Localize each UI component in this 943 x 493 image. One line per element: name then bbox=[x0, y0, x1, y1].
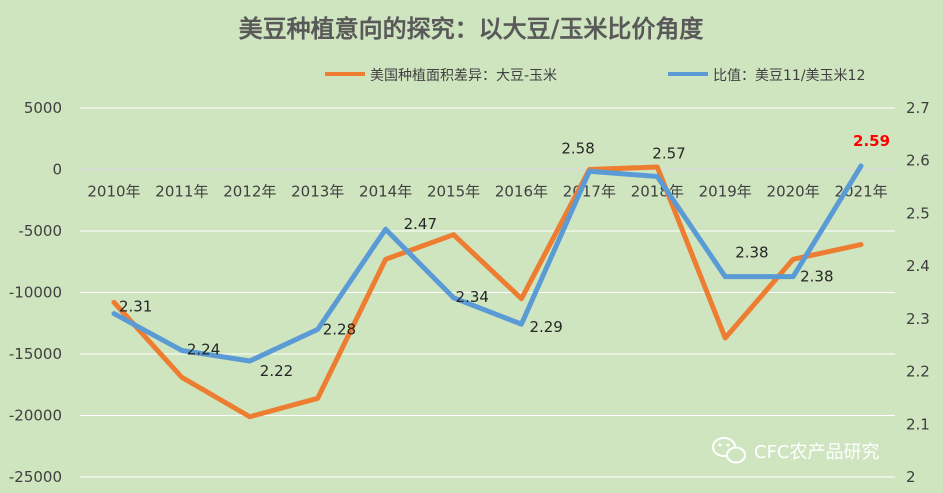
x-tick-label: 2019年 bbox=[699, 183, 752, 201]
x-tick-label: 2011年 bbox=[155, 183, 208, 201]
data-label: 2.38 bbox=[735, 244, 768, 262]
watermark: CFC农产品研究 bbox=[712, 437, 880, 464]
x-tick-label: 2015年 bbox=[427, 183, 480, 201]
y-left-tick-label: 5000 bbox=[24, 99, 62, 117]
y-right-tick-label: 2.4 bbox=[906, 257, 930, 275]
series-lines bbox=[111, 163, 864, 420]
y-right-tick-label: 2.2 bbox=[906, 363, 930, 381]
watermark-text: CFC农产品研究 bbox=[754, 442, 880, 463]
legend: 美国种植面积差异：大豆-玉米 比值：美豆11/美玉米12 bbox=[325, 68, 865, 84]
data-label: 2.28 bbox=[323, 320, 356, 338]
series-line-area-diff bbox=[111, 164, 864, 420]
data-labels: 2.31 2.24 2.22 2.28 2.47 2.34 2.29 2.58 2.57 2.38… bbox=[119, 132, 890, 380]
series-line-price-ratio bbox=[111, 163, 864, 364]
y-right-tick-label: 2.6 bbox=[906, 152, 930, 170]
y-right-tick-label: 2 bbox=[906, 468, 916, 486]
data-label: 2.47 bbox=[404, 215, 437, 233]
y-right-tick-label: 2.5 bbox=[906, 204, 930, 222]
x-tick-label: 2020年 bbox=[767, 183, 820, 201]
y-right-tick-label: 2.1 bbox=[906, 415, 930, 433]
data-label: 2.38 bbox=[800, 268, 833, 286]
data-label: 2.24 bbox=[187, 340, 220, 358]
data-label: 2.57 bbox=[652, 145, 685, 163]
data-label: 2.34 bbox=[456, 288, 489, 306]
y-right-tick-label: 2.3 bbox=[906, 310, 930, 328]
y-left-tick-label: -25000 bbox=[9, 468, 62, 486]
x-tick-label: 2012年 bbox=[223, 183, 276, 201]
legend-label-area-diff: 美国种植面积差异：大豆-玉米 bbox=[370, 68, 557, 84]
y-left-tick-label: -20000 bbox=[9, 407, 62, 425]
y-axis-left: 5000 0 -5000 -10000 -15000 -20000 -25000 bbox=[9, 99, 62, 486]
y-left-tick-label: -5000 bbox=[18, 222, 62, 240]
wechat-icon bbox=[712, 437, 746, 464]
data-label: 2.22 bbox=[260, 362, 293, 380]
data-label: 2.58 bbox=[561, 139, 594, 157]
chart-title: 美豆种植意向的探究：以大豆/玉米比价角度 bbox=[239, 15, 705, 43]
y-left-tick-label: 0 bbox=[52, 161, 62, 179]
x-tick-label: 2013年 bbox=[291, 183, 344, 201]
x-axis-categories: 2010年 2011年 2012年 2013年 2014年 2015年 2016年 2017年… bbox=[87, 183, 887, 201]
x-tick-label: 2014年 bbox=[359, 183, 412, 201]
y-left-tick-label: -10000 bbox=[9, 284, 62, 302]
data-label: 2.59 bbox=[853, 132, 890, 150]
y-axis-right: 2.7 2.6 2.5 2.4 2.3 2.2 2.1 2 bbox=[906, 99, 930, 486]
x-tick-label: 2010年 bbox=[87, 183, 140, 201]
data-label: 2.29 bbox=[529, 318, 562, 336]
legend-label-price-ratio: 比值：美豆11/美玉米12 bbox=[713, 68, 865, 84]
data-label: 2.31 bbox=[119, 298, 152, 316]
x-tick-label: 2016年 bbox=[495, 183, 548, 201]
x-tick-label: 2018年 bbox=[631, 183, 684, 201]
y-left-tick-label: -15000 bbox=[9, 345, 62, 363]
x-tick-label: 2017年 bbox=[563, 183, 616, 201]
y-right-tick-label: 2.7 bbox=[906, 99, 930, 117]
